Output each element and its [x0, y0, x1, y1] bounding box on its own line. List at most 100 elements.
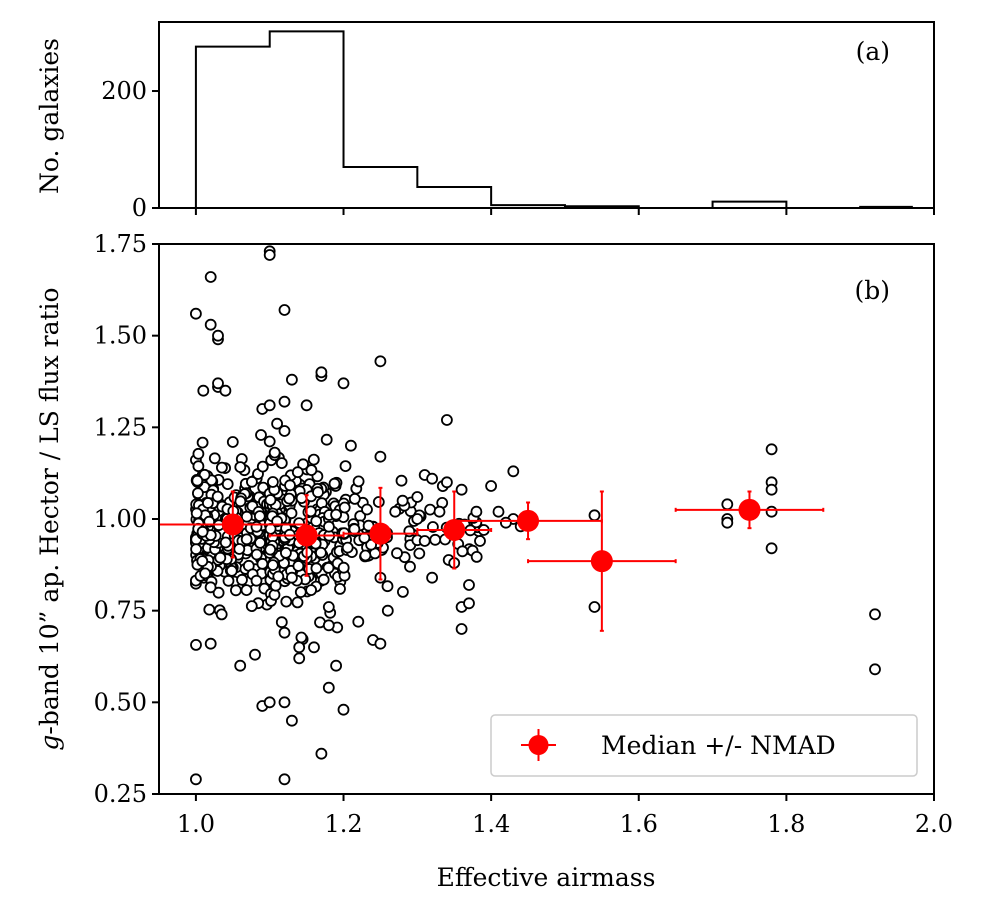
galaxy-point-660	[212, 377, 224, 390]
galaxy-point-131	[208, 452, 221, 465]
galaxy-point-651	[204, 637, 217, 650]
galaxy-point-647	[330, 659, 343, 672]
galaxy-point-149	[245, 475, 258, 488]
histogram-y-tick-label-0: 0	[132, 194, 147, 222]
galaxy-point-227	[196, 555, 209, 567]
galaxy-point-258	[215, 608, 228, 621]
median-point-3	[416, 490, 493, 570]
galaxy-point-578	[352, 475, 365, 488]
galaxy-point-622	[424, 503, 437, 516]
galaxy-point-669	[263, 399, 276, 412]
galaxy-point-554	[339, 460, 352, 473]
median-points	[158, 486, 825, 632]
galaxy-point-677	[507, 465, 520, 478]
scatter-y-tick-label-4: 1.25	[94, 413, 147, 441]
scatter-x-tick-label-1: 1.2	[324, 810, 362, 838]
galaxy-point-44	[229, 584, 242, 597]
scatter-y-tick-label-3: 1.00	[94, 505, 147, 533]
galaxy-point-710	[352, 615, 365, 628]
galaxy-point-684	[588, 509, 601, 522]
galaxy-point-206	[215, 461, 228, 474]
galaxy-point-638	[315, 747, 328, 760]
galaxy-point-240	[214, 551, 227, 564]
galaxy-point-692	[426, 571, 439, 584]
galaxy-point-439	[291, 596, 304, 609]
galaxy-point-616	[474, 535, 486, 547]
galaxy-point-233	[190, 639, 202, 651]
galaxy-point-390	[275, 616, 288, 629]
y-label-italic-part: g	[35, 735, 64, 751]
galaxy-point-297	[320, 433, 333, 446]
galaxy-point-600	[372, 496, 385, 508]
galaxy-point-630	[456, 545, 469, 558]
galaxy-points	[189, 245, 881, 786]
scatter-y-tick-label-1: 0.50	[94, 688, 147, 716]
galaxy-point-175	[190, 543, 203, 556]
scatter-x-tick-label-0: 1.0	[177, 810, 215, 838]
galaxy-point-249	[201, 497, 214, 509]
galaxy-point-444	[280, 595, 293, 608]
galaxy-point-691	[404, 560, 416, 573]
galaxy-point-523	[322, 520, 335, 533]
galaxy-point-521	[279, 547, 292, 559]
galaxy-point-158	[222, 574, 235, 587]
galaxy-point-547	[264, 543, 277, 556]
galaxy-point-504	[283, 492, 296, 505]
galaxy-point-243	[199, 567, 212, 580]
galaxy-point-724	[344, 439, 357, 452]
galaxy-point-636	[189, 773, 202, 786]
scatter-y-tick-label-6: 1.75	[94, 230, 147, 258]
galaxy-point-519	[310, 515, 323, 528]
galaxy-point-712	[396, 494, 409, 507]
galaxy-point-223	[191, 474, 204, 487]
galaxy-point-655	[204, 318, 217, 331]
scatter-y-tick-label-0: 0.25	[94, 780, 147, 808]
median-point-1	[268, 494, 345, 577]
galaxy-point-220	[250, 548, 263, 561]
legend-label: Median +/- NMAD	[601, 731, 836, 760]
galaxy-point-631	[429, 533, 442, 546]
legend-box	[490, 714, 918, 777]
galaxy-point-525	[266, 476, 279, 488]
scatter-y-tick-label-2: 0.75	[94, 597, 147, 625]
galaxy-point-245	[256, 557, 269, 570]
galaxy-point-657	[212, 329, 224, 342]
galaxy-point-706	[293, 641, 306, 654]
galaxy-point-528	[312, 486, 324, 499]
galaxy-point-541	[305, 584, 318, 596]
scatter-x-tick-label-5: 2.0	[915, 810, 953, 838]
scatter-x-tick-label-2: 1.4	[472, 810, 510, 838]
galaxy-point-617	[413, 547, 426, 560]
scatter-x-ticks: 1.0 1.2 1.4 1.6 1.8 2.0	[177, 794, 953, 838]
galaxy-point-703	[869, 663, 881, 676]
galaxy-point-231	[234, 495, 247, 508]
galaxy-point-700	[765, 505, 778, 518]
galaxy-point-596	[403, 525, 416, 538]
galaxy-point-639	[337, 703, 350, 716]
galaxy-point-679	[455, 483, 468, 496]
y-label-rest: -band 10” ap. Hector / LS flux ratio	[35, 287, 64, 734]
galaxy-point-715	[426, 472, 439, 485]
galaxy-point-230	[253, 510, 266, 522]
galaxy-point-671	[300, 399, 313, 412]
galaxy-point-413	[291, 466, 304, 479]
galaxy-point-166	[245, 600, 258, 612]
galaxy-point-520	[294, 586, 307, 598]
scatter-x-tick-label-4: 1.8	[767, 810, 805, 838]
median-point-5	[527, 490, 677, 632]
galaxy-point-399	[334, 583, 346, 595]
galaxy-point-252	[211, 490, 224, 503]
galaxy-point-688	[463, 597, 475, 610]
galaxy-point-674	[226, 436, 239, 448]
scatter-y-tick-label-5: 1.50	[94, 322, 147, 350]
galaxy-point-667	[337, 377, 350, 390]
galaxy-point-462	[305, 464, 318, 477]
galaxy-point-513	[264, 494, 277, 506]
galaxy-point-694	[721, 498, 734, 511]
galaxy-point-585	[341, 541, 354, 554]
galaxy-point-701	[765, 542, 778, 555]
galaxy-point-579	[361, 503, 373, 516]
galaxy-point-261	[263, 435, 276, 448]
galaxy-point-705	[308, 641, 320, 654]
